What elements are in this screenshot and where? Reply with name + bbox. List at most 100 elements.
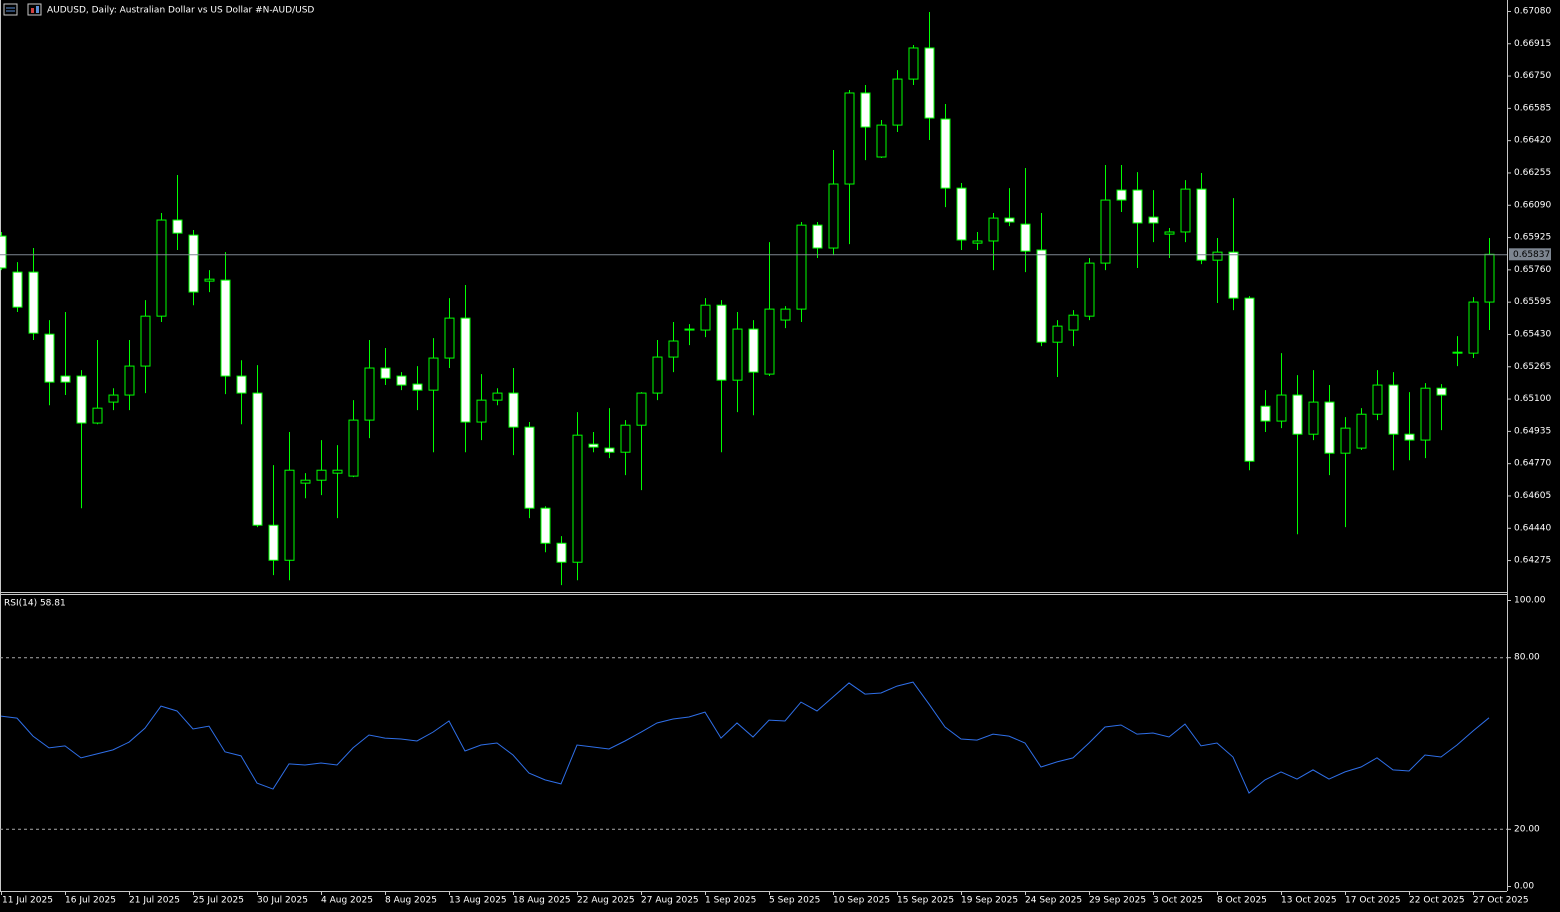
y-tick-label: 0.65595 xyxy=(1514,297,1551,307)
x-tick-label: 18 Aug 2025 xyxy=(513,896,571,906)
candle-body xyxy=(844,92,855,185)
candle-body xyxy=(924,47,935,119)
y-tick-label: 0.67080 xyxy=(1514,6,1551,16)
candle-body xyxy=(428,357,439,391)
y-tick-label: 0.64770 xyxy=(1514,459,1551,469)
toolbar-icons xyxy=(3,3,42,16)
candle-body xyxy=(940,118,951,189)
y-tick-label: 0.66420 xyxy=(1514,136,1551,146)
candle-body xyxy=(1260,405,1271,422)
candle-body xyxy=(1036,249,1047,343)
candle-body xyxy=(764,308,775,375)
x-tick-label: 29 Sep 2025 xyxy=(1089,896,1146,906)
candle-body xyxy=(1292,394,1303,435)
x-tick-label: 1 Sep 2025 xyxy=(705,896,756,906)
x-tick-label: 3 Oct 2025 xyxy=(1153,896,1203,906)
candle-body xyxy=(956,187,967,241)
x-tick-label: 24 Sep 2025 xyxy=(1025,896,1082,906)
icon xyxy=(36,6,39,13)
candle-body xyxy=(668,340,679,358)
candle-body xyxy=(1324,401,1335,454)
y-tick-label: 0.65265 xyxy=(1514,362,1551,372)
candle-body xyxy=(1388,384,1399,435)
x-tick-label: 27 Oct 2025 xyxy=(1473,896,1529,906)
candle-body xyxy=(524,426,535,509)
candle-body xyxy=(220,279,231,377)
y-tick-label: 0.00 xyxy=(1514,881,1534,891)
candle-body xyxy=(1276,394,1287,422)
candle-body xyxy=(508,392,519,428)
icon xyxy=(27,3,42,16)
x-tick-label: 13 Aug 2025 xyxy=(449,896,507,906)
candle-body xyxy=(1180,188,1191,233)
candle-body xyxy=(348,419,359,477)
x-tick-label: 30 Jul 2025 xyxy=(257,896,308,906)
candle-body xyxy=(0,235,7,269)
x-tick-label: 8 Oct 2025 xyxy=(1217,896,1267,906)
x-tick-label: 10 Sep 2025 xyxy=(833,896,890,906)
x-tick-label: 11 Jul 2025 xyxy=(2,896,53,906)
candle-body xyxy=(1084,262,1095,317)
candle-body xyxy=(396,375,407,386)
candle-body xyxy=(476,399,487,423)
candle-body xyxy=(1052,325,1063,343)
x-tick-label: 4 Aug 2025 xyxy=(321,896,373,906)
candle-body xyxy=(684,328,695,331)
y-tick-label: 0.65430 xyxy=(1514,329,1551,339)
y-tick-label: 0.64275 xyxy=(1514,556,1551,566)
candle-body xyxy=(1308,401,1319,435)
y-tick-label: 0.65100 xyxy=(1514,394,1551,404)
candle-body xyxy=(204,278,215,282)
candle-body xyxy=(860,92,871,128)
candle-body xyxy=(444,317,455,359)
candle-body xyxy=(812,224,823,249)
candle-body xyxy=(60,375,71,383)
candle-body xyxy=(556,542,567,563)
candle-body xyxy=(412,383,423,391)
candle-body xyxy=(796,224,807,310)
candle-body xyxy=(1436,387,1447,396)
candle-body xyxy=(188,234,199,293)
y-tick-label: 0.65760 xyxy=(1514,265,1551,275)
y-tick-label: 0.64440 xyxy=(1514,523,1551,533)
candle-body xyxy=(236,375,247,394)
candle-body xyxy=(908,47,919,80)
candle-body xyxy=(748,328,759,373)
candle-body xyxy=(316,469,327,481)
candle-body xyxy=(1100,199,1111,264)
current-price-box xyxy=(1509,248,1551,261)
rsi-line xyxy=(0,681,1490,794)
candle-body xyxy=(1068,314,1079,331)
x-tick-label: 22 Oct 2025 xyxy=(1409,896,1465,906)
y-tick-label: 0.65925 xyxy=(1514,233,1551,243)
candle-body xyxy=(540,507,551,544)
candle-body xyxy=(1148,216,1159,224)
candle-body xyxy=(1372,384,1383,415)
candle-body xyxy=(28,271,39,334)
candle-body xyxy=(828,183,839,249)
y-tick-label: 0.66915 xyxy=(1514,39,1551,49)
x-tick-label: 8 Aug 2025 xyxy=(385,896,437,906)
chart-title: AUDUSD, Daily: Australian Dollar vs US D… xyxy=(47,6,314,16)
x-tick-label: 22 Aug 2025 xyxy=(577,896,635,906)
candle-body xyxy=(1468,301,1479,354)
y-tick-label: 100.00 xyxy=(1514,596,1546,606)
candle-body xyxy=(108,394,119,403)
candle-body xyxy=(252,392,263,526)
candle-body xyxy=(332,469,343,474)
candle-body xyxy=(1228,251,1239,299)
x-tick-label: 17 Oct 2025 xyxy=(1345,896,1401,906)
y-tick-label: 0.64935 xyxy=(1514,426,1551,436)
candle-body xyxy=(780,308,791,321)
candle-body xyxy=(1164,231,1175,235)
x-tick-label: 13 Oct 2025 xyxy=(1281,896,1337,906)
candle-body xyxy=(988,217,999,242)
candle-body xyxy=(700,304,711,331)
candle-body xyxy=(1244,297,1255,462)
candle-body xyxy=(1484,253,1495,303)
candle-body xyxy=(1420,387,1431,441)
candle-body xyxy=(972,240,983,244)
